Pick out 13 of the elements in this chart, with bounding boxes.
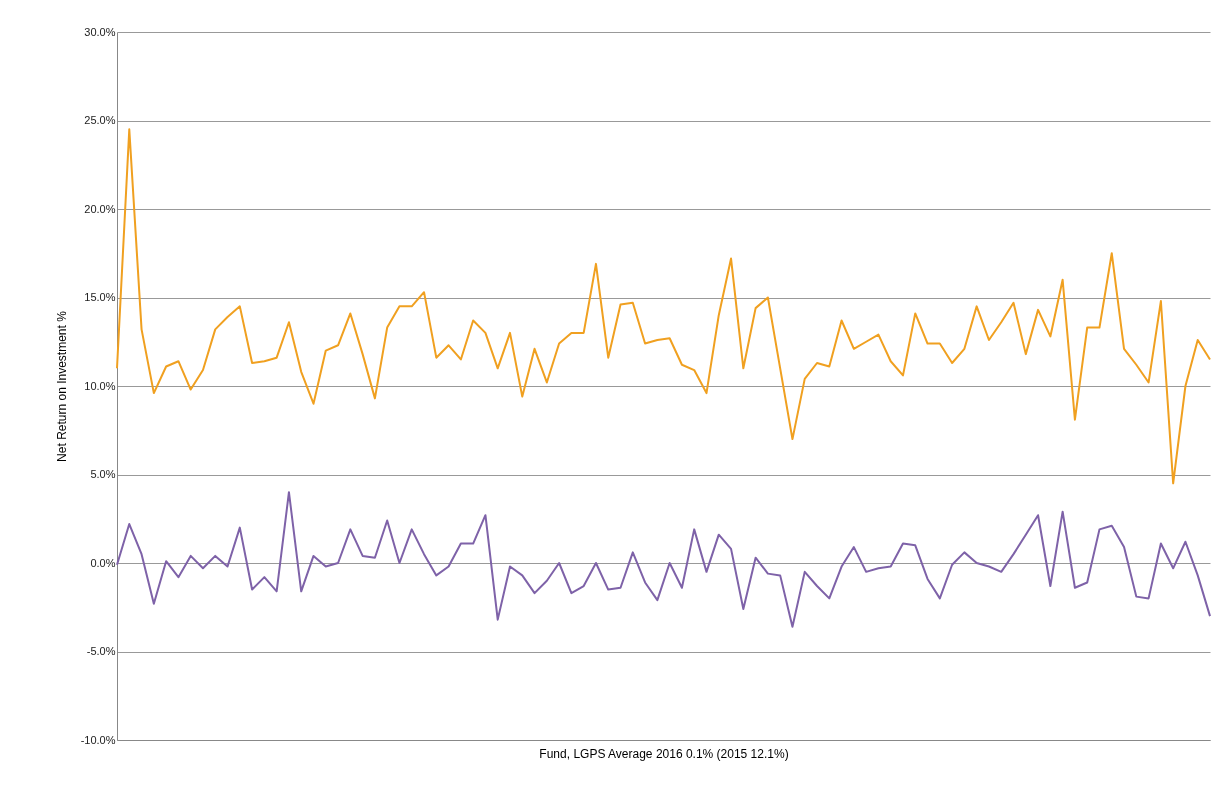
y-tick-label: 30.0% <box>84 25 116 38</box>
y-tick-label: 5.0% <box>90 468 116 480</box>
line-series <box>116 128 1211 485</box>
y-tick-label: 0.0% <box>90 556 116 569</box>
line-series <box>116 491 1211 628</box>
y-tick-label: 10.0% <box>84 379 116 392</box>
y-tick-label: -5.0% <box>86 645 116 657</box>
y-tick-label: -10.0% <box>80 733 116 746</box>
y-tick-label: 15.0% <box>84 291 116 303</box>
y-axis-title: Net Return on Investment % <box>54 310 69 462</box>
x-axis-title: Fund, LGPS Average 2016 0.1% (2015 12.1%) <box>539 746 789 761</box>
y-tick-label: 20.0% <box>84 202 116 215</box>
y-tick-label: 25.0% <box>84 114 116 126</box>
